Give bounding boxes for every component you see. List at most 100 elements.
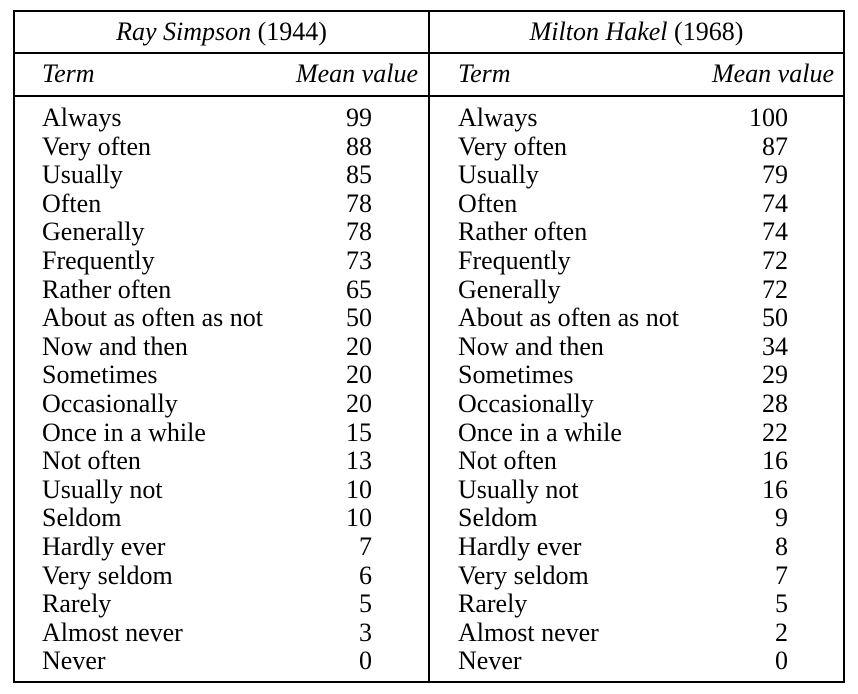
hakel-rows: Always 100 Very often 87 Usually 79 Often 74 Rat… bbox=[458, 103, 788, 676]
term-cell: Generally bbox=[458, 274, 561, 304]
term-cell: Seldom bbox=[458, 503, 538, 533]
table-row: Not often 13 bbox=[42, 447, 372, 476]
term-cell: Almost never bbox=[458, 617, 599, 647]
table-row: Always 100 bbox=[458, 103, 788, 133]
mean-value-cell: 6 bbox=[359, 560, 372, 590]
mean-value-cell: 78 bbox=[346, 188, 372, 218]
term-cell: Rather often bbox=[458, 217, 588, 247]
term-cell: About as often as not bbox=[42, 303, 263, 333]
mean-value-cell: 5 bbox=[775, 589, 788, 619]
table-row: Once in a while 15 bbox=[42, 417, 372, 448]
term-cell: Sometimes bbox=[42, 360, 158, 390]
mean-value-cell: 3 bbox=[359, 617, 372, 647]
mean-value-cell: 5 bbox=[359, 589, 372, 619]
table-row: Hardly ever 7 bbox=[42, 531, 372, 562]
term-cell: Often bbox=[458, 188, 518, 218]
table-row: Never 0 bbox=[458, 647, 788, 676]
table-row: Usually not 16 bbox=[458, 474, 788, 505]
term-cell: Occasionally bbox=[42, 388, 178, 418]
mean-value-cell: 7 bbox=[359, 531, 372, 561]
mean-value-cell: 2 bbox=[775, 617, 788, 647]
mean-value-cell: 9 bbox=[775, 503, 788, 533]
term-cell: Once in a while bbox=[42, 417, 206, 447]
column-divider bbox=[428, 10, 430, 683]
mean-value-cell: 10 bbox=[346, 503, 372, 533]
table-row: Seldom 10 bbox=[42, 504, 372, 533]
term-cell: Sometimes bbox=[458, 360, 574, 390]
hakel-mean-header: Mean value bbox=[711, 59, 834, 88]
mean-value-cell: 22 bbox=[762, 417, 788, 447]
table-row: Now and then 20 bbox=[42, 331, 372, 362]
mean-value-cell: 99 bbox=[346, 103, 372, 132]
term-cell: Always bbox=[458, 103, 538, 132]
table-row: Now and then 34 bbox=[458, 331, 788, 362]
term-cell: Frequently bbox=[458, 245, 571, 275]
table-row: Sometimes 20 bbox=[42, 361, 372, 390]
term-cell: Very often bbox=[458, 131, 568, 161]
table-row: Rarely 5 bbox=[458, 589, 788, 619]
term-cell: Usually bbox=[42, 160, 123, 190]
table-row: Rarely 5 bbox=[42, 589, 372, 619]
mean-value-cell: 65 bbox=[346, 274, 372, 304]
table-row: Hardly ever 8 bbox=[458, 531, 788, 562]
hakel-year: (1968) bbox=[674, 17, 744, 46]
hakel-term-header: Term bbox=[458, 59, 511, 88]
hakel-study-title: Milton Hakel (1968) bbox=[430, 14, 843, 50]
term-cell: Never bbox=[458, 646, 522, 676]
mean-value-cell: 50 bbox=[762, 303, 788, 333]
term-cell: Generally bbox=[42, 217, 145, 247]
term-cell: Very seldom bbox=[458, 560, 589, 590]
table-row: Very often 88 bbox=[42, 131, 372, 162]
table-row: Generally 72 bbox=[458, 274, 788, 305]
term-cell: Rarely bbox=[42, 589, 112, 619]
simpson-mean-header: Mean value bbox=[295, 59, 418, 88]
mean-value-cell: 29 bbox=[762, 360, 788, 390]
mean-value-cell: 79 bbox=[762, 160, 788, 190]
mean-value-cell: 8 bbox=[775, 531, 788, 561]
table-row: Almost never 3 bbox=[42, 617, 372, 648]
table-row: Often 78 bbox=[42, 188, 372, 219]
term-cell: About as often as not bbox=[458, 303, 679, 333]
mean-value-cell: 74 bbox=[762, 217, 788, 247]
table-row: Rather often 74 bbox=[458, 218, 788, 247]
mean-value-cell: 34 bbox=[762, 331, 788, 361]
simpson-term-header: Term bbox=[42, 59, 95, 88]
mean-value-cell: 100 bbox=[749, 103, 788, 132]
table-row: Always 99 bbox=[42, 103, 372, 133]
simpson-author: Ray Simpson bbox=[116, 17, 252, 46]
mean-value-cell: 20 bbox=[346, 388, 372, 418]
table-row: Very seldom 6 bbox=[42, 560, 372, 591]
mean-value-cell: 16 bbox=[762, 446, 788, 476]
term-cell: Not often bbox=[458, 446, 557, 476]
term-cell: Once in a while bbox=[458, 417, 622, 447]
table-row: Not often 16 bbox=[458, 447, 788, 476]
mean-value-cell: 20 bbox=[346, 331, 372, 361]
mean-value-cell: 0 bbox=[775, 646, 788, 676]
table-row: Occasionally 28 bbox=[458, 389, 788, 419]
table-row: Frequently 73 bbox=[42, 245, 372, 276]
term-cell: Very seldom bbox=[42, 560, 173, 590]
mean-value-cell: 73 bbox=[346, 245, 372, 275]
term-cell: Very often bbox=[42, 131, 152, 161]
mean-value-cell: 85 bbox=[346, 160, 372, 190]
table-row: Usually 85 bbox=[42, 161, 372, 190]
table-row: Usually 79 bbox=[458, 161, 788, 190]
term-cell: Almost never bbox=[42, 617, 183, 647]
table-row: Very often 87 bbox=[458, 131, 788, 162]
mean-value-cell: 72 bbox=[762, 274, 788, 304]
mean-value-cell: 50 bbox=[346, 303, 372, 333]
simpson-rows: Always 99 Very often 88 Usually 85 Often 78 Gene… bbox=[42, 103, 372, 676]
mean-value-cell: 15 bbox=[346, 417, 372, 447]
table-row: Rather often 65 bbox=[42, 274, 372, 305]
table-row: Usually not 10 bbox=[42, 475, 372, 505]
table-row: Once in a while 22 bbox=[458, 417, 788, 448]
table-row: Almost never 2 bbox=[458, 617, 788, 648]
table-row: Very seldom 7 bbox=[458, 560, 788, 591]
mean-value-cell: 16 bbox=[762, 474, 788, 504]
simpson-study-title: Ray Simpson (1944) bbox=[15, 14, 428, 50]
term-cell: Usually not bbox=[458, 474, 579, 504]
mean-value-cell: 78 bbox=[346, 217, 372, 247]
term-cell: Rarely bbox=[458, 589, 528, 619]
mean-value-cell: 0 bbox=[359, 646, 372, 676]
simpson-year: (1944) bbox=[257, 17, 327, 46]
